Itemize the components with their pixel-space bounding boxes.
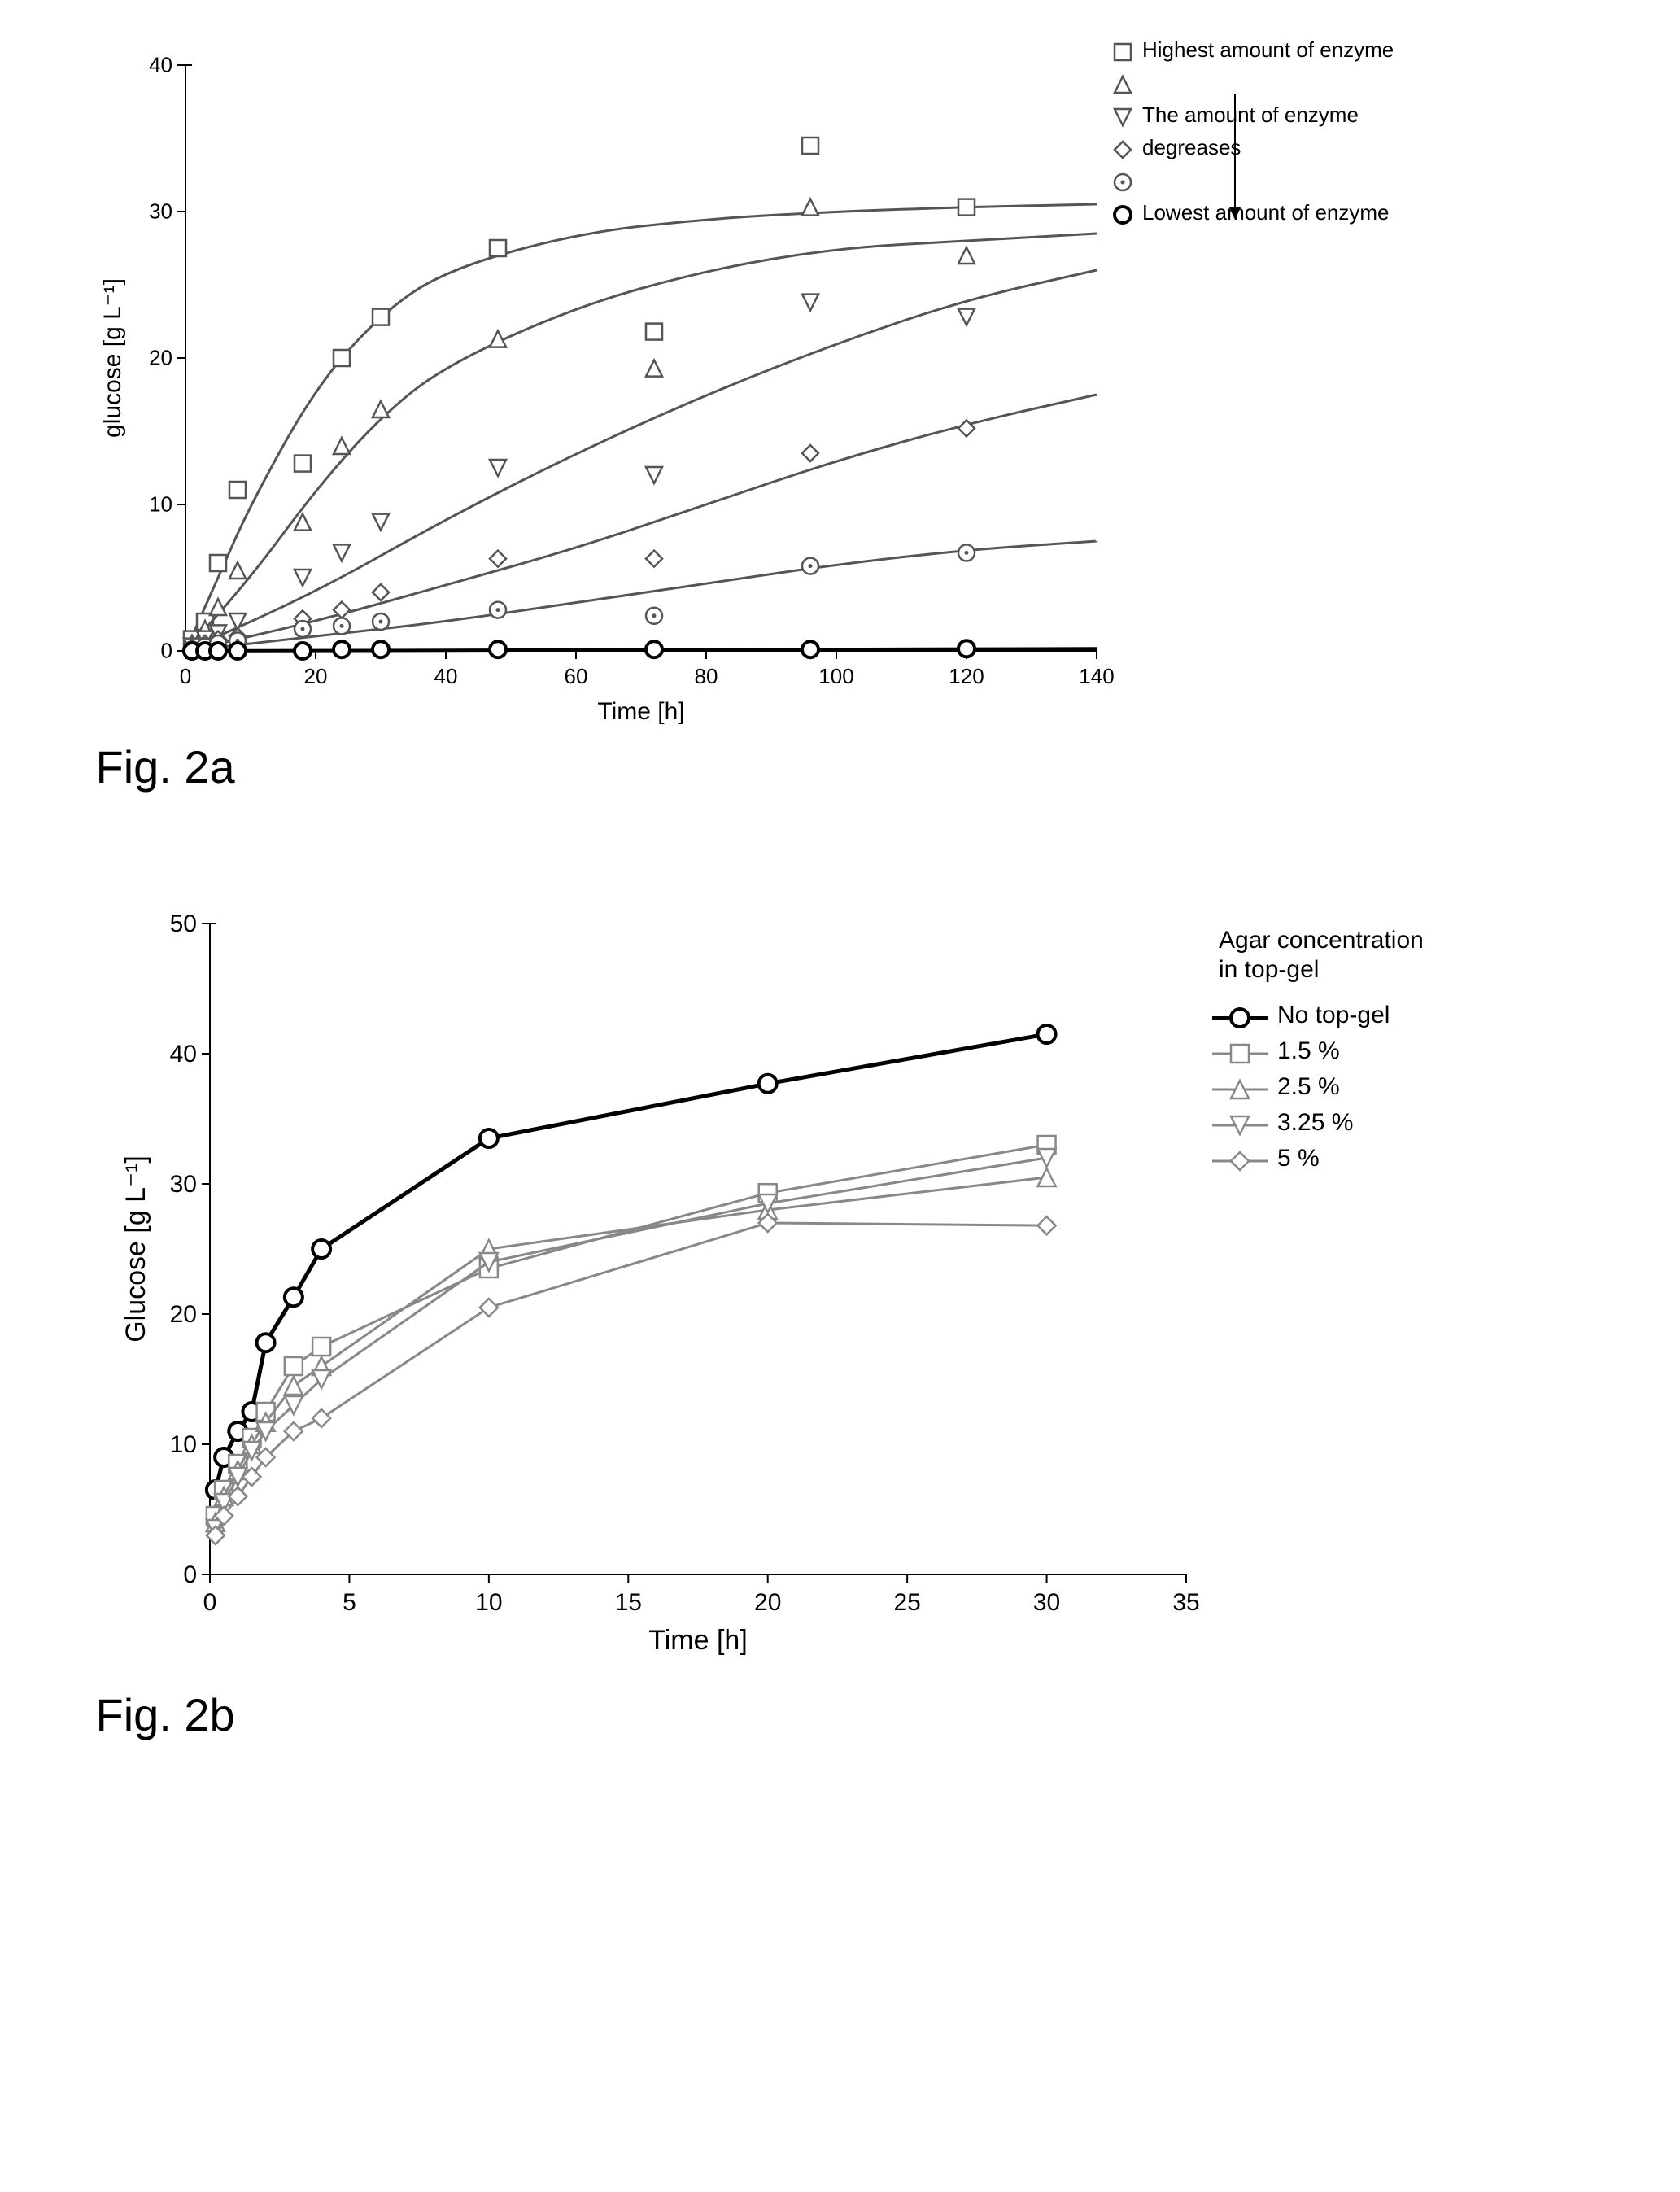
svg-text:15: 15	[614, 1589, 641, 1616]
svg-text:20: 20	[754, 1589, 781, 1616]
svg-text:80: 80	[694, 664, 718, 688]
svg-text:5 %: 5 %	[1277, 1145, 1320, 1172]
svg-text:10: 10	[169, 1431, 196, 1458]
svg-text:40: 40	[434, 664, 457, 688]
svg-text:20: 20	[303, 664, 327, 688]
svg-text:in top-gel: in top-gel	[1219, 956, 1319, 983]
svg-text:1.5 %: 1.5 %	[1277, 1037, 1340, 1064]
svg-text:3.25 %: 3.25 %	[1277, 1109, 1353, 1136]
svg-text:35: 35	[1172, 1589, 1199, 1616]
svg-text:degreases: degreases	[1142, 135, 1241, 159]
fig2a-chart: 0 20 40 60 80 100 120 140 0 10 20 30 40 Time [h] gluco…	[47, 33, 1634, 724]
svg-text:Time [h]: Time [h]	[597, 698, 684, 724]
svg-text:The amount of enzyme: The amount of enzyme	[1142, 103, 1359, 127]
fig2b-block: 0 5 10 15 20 25 30 35 0 10 20 30 40 50 Time [h] Glucose…	[47, 891, 1634, 1741]
svg-text:glucose [g L⁻¹]: glucose [g L⁻¹]	[99, 278, 126, 438]
svg-text:40: 40	[149, 53, 172, 77]
svg-text:10: 10	[149, 492, 172, 517]
svg-text:No top-gel: No top-gel	[1277, 1002, 1390, 1028]
svg-text:5: 5	[343, 1589, 356, 1616]
svg-text:50: 50	[169, 910, 196, 937]
svg-text:140: 140	[1079, 664, 1114, 688]
svg-text:0: 0	[183, 1561, 197, 1588]
svg-text:25: 25	[893, 1589, 920, 1616]
svg-text:Highest amount of enzyme: Highest amount of enzyme	[1142, 37, 1394, 62]
svg-text:Glucose [g L⁻¹]: Glucose [g L⁻¹]	[120, 1155, 151, 1343]
svg-text:Agar concentration: Agar concentration	[1219, 927, 1424, 954]
svg-text:2.5 %: 2.5 %	[1277, 1073, 1340, 1100]
svg-text:Time [h]: Time [h]	[648, 1625, 748, 1656]
svg-text:120: 120	[949, 664, 984, 688]
svg-text:100: 100	[818, 664, 853, 688]
svg-text:60: 60	[564, 664, 587, 688]
svg-text:Lowest amount of enzyme: Lowest amount of enzyme	[1142, 200, 1390, 225]
fig2b-label: Fig. 2b	[96, 1688, 1634, 1741]
svg-text:20: 20	[169, 1301, 196, 1328]
fig2a-block: 0 20 40 60 80 100 120 140 0 10 20 30 40 Time [h] gluco…	[47, 33, 1634, 793]
svg-text:30: 30	[149, 199, 172, 224]
fig2a-label: Fig. 2a	[96, 740, 1634, 793]
fig2b-chart: 0 5 10 15 20 25 30 35 0 10 20 30 40 50 Time [h] Glucose…	[47, 891, 1634, 1672]
svg-text:30: 30	[169, 1171, 196, 1198]
svg-text:30: 30	[1032, 1589, 1059, 1616]
svg-text:20: 20	[149, 346, 172, 370]
svg-text:0: 0	[160, 639, 172, 663]
figure-container: 020406080100120140010203040Time [h]gluco…	[47, 33, 1634, 1741]
svg-text:0: 0	[203, 1589, 216, 1616]
svg-text:40: 40	[169, 1041, 196, 1068]
svg-text:0: 0	[179, 664, 190, 688]
svg-text:10: 10	[475, 1589, 502, 1616]
